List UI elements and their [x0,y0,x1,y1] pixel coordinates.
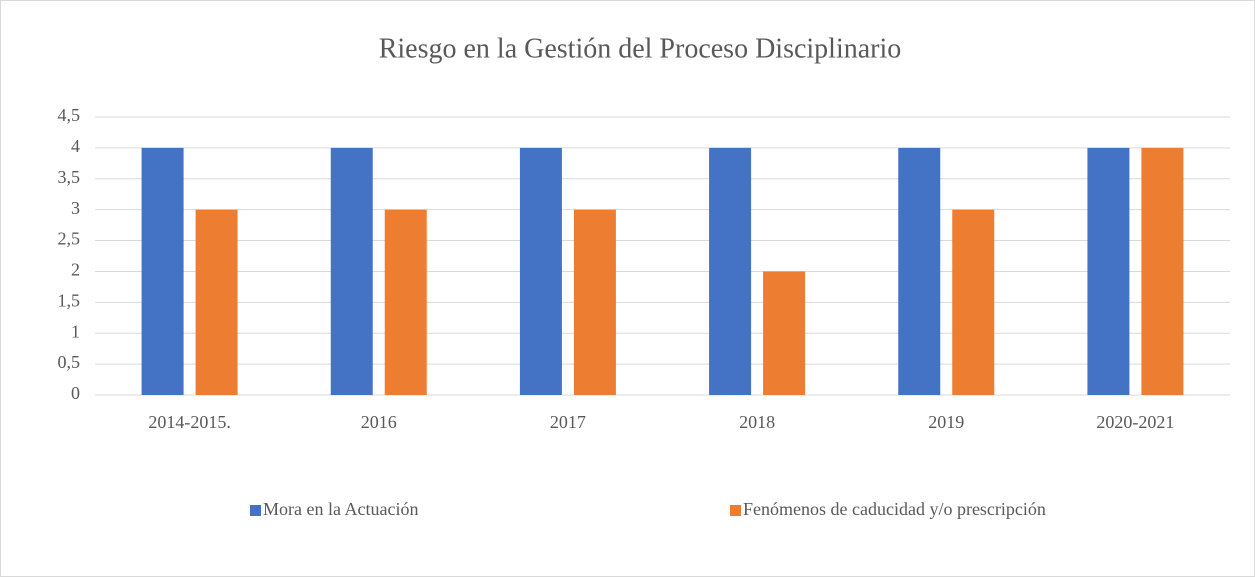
y-tick-label: 3 [71,198,80,218]
legend-swatch [250,505,261,516]
y-tick-label: 2 [71,260,80,280]
y-tick-label: 4 [71,136,80,156]
x-tick-label: 2018 [739,412,775,432]
bar [763,271,806,395]
bar [573,209,616,395]
legend-label: Mora en la Actuación [263,499,418,519]
bar [898,147,941,395]
x-tick-label: 2019 [928,412,964,432]
y-tick-label: 0,5 [58,352,81,372]
y-tick-label: 1,5 [58,290,81,310]
y-tick-label: 4,5 [58,105,81,125]
y-tick-label: 1 [71,321,80,341]
bar [141,147,184,395]
chart-title: Riesgo en la Gestión del Proceso Discipl… [379,33,902,64]
bar [1087,147,1130,395]
x-tick-label: 2014-2015. [148,412,231,432]
bar [709,147,752,395]
legend-swatch [730,505,741,516]
bar [519,147,562,395]
x-tick-label: 2016 [361,412,397,432]
legend-label: Fenómenos de caducidad y/o prescripción [743,499,1046,519]
bar [1141,147,1184,395]
y-tick-label: 3,5 [58,167,81,187]
bar [952,209,995,395]
bar [195,209,238,395]
x-tick-label: 2020-2021 [1096,412,1174,432]
bar [330,147,373,395]
y-tick-label: 2,5 [58,229,81,249]
x-tick-label: 2017 [550,412,586,432]
y-tick-label: 0 [71,383,80,403]
bar [384,209,427,395]
